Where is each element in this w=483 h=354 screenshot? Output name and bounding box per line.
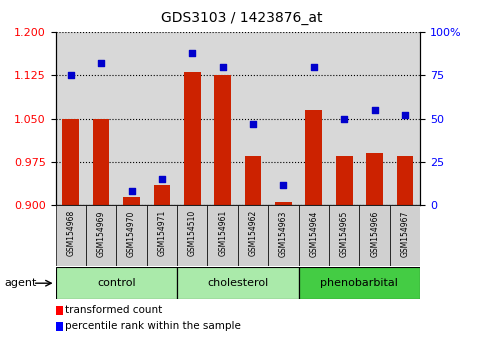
Text: GSM154971: GSM154971 xyxy=(157,210,167,256)
Text: GSM154969: GSM154969 xyxy=(97,210,106,257)
FancyBboxPatch shape xyxy=(177,205,208,266)
Point xyxy=(97,60,105,66)
Text: GSM154970: GSM154970 xyxy=(127,210,136,257)
Bar xyxy=(62,119,79,205)
Text: GSM154510: GSM154510 xyxy=(188,210,197,256)
FancyBboxPatch shape xyxy=(238,205,268,266)
FancyBboxPatch shape xyxy=(329,205,359,266)
Text: GSM154962: GSM154962 xyxy=(249,210,257,256)
Text: GSM154965: GSM154965 xyxy=(340,210,349,257)
Bar xyxy=(154,185,170,205)
Bar xyxy=(214,75,231,205)
Bar xyxy=(366,153,383,205)
Bar xyxy=(245,156,261,205)
Point xyxy=(280,182,287,187)
FancyBboxPatch shape xyxy=(359,205,390,266)
Point xyxy=(371,107,379,113)
Text: GSM154964: GSM154964 xyxy=(309,210,318,257)
Bar xyxy=(275,202,292,205)
Text: transformed count: transformed count xyxy=(65,305,162,315)
Text: percentile rank within the sample: percentile rank within the sample xyxy=(65,321,241,331)
Text: control: control xyxy=(97,278,136,288)
Point xyxy=(401,112,409,118)
FancyBboxPatch shape xyxy=(56,205,86,266)
Point xyxy=(188,50,196,56)
Bar xyxy=(397,156,413,205)
Text: GSM154967: GSM154967 xyxy=(400,210,410,257)
Point xyxy=(128,189,135,194)
Point xyxy=(249,121,257,127)
Point xyxy=(310,64,318,69)
Text: agent: agent xyxy=(5,278,37,288)
Text: GSM154961: GSM154961 xyxy=(218,210,227,256)
FancyBboxPatch shape xyxy=(86,205,116,266)
FancyBboxPatch shape xyxy=(116,205,147,266)
Point xyxy=(158,176,166,182)
FancyBboxPatch shape xyxy=(147,205,177,266)
FancyBboxPatch shape xyxy=(298,205,329,266)
Point xyxy=(219,64,227,69)
Text: phenobarbital: phenobarbital xyxy=(321,278,398,288)
Bar xyxy=(56,267,177,299)
Text: GSM154966: GSM154966 xyxy=(370,210,379,257)
FancyBboxPatch shape xyxy=(208,205,238,266)
Text: GSM154968: GSM154968 xyxy=(66,210,75,256)
Text: cholesterol: cholesterol xyxy=(207,278,269,288)
Text: GSM154963: GSM154963 xyxy=(279,210,288,257)
Point xyxy=(341,116,348,121)
FancyBboxPatch shape xyxy=(390,205,420,266)
Bar xyxy=(184,72,200,205)
Bar xyxy=(305,110,322,205)
Text: GDS3103 / 1423876_at: GDS3103 / 1423876_at xyxy=(161,11,322,25)
Bar xyxy=(123,196,140,205)
Bar xyxy=(93,119,110,205)
Point xyxy=(67,73,74,78)
Bar xyxy=(298,267,420,299)
Bar xyxy=(177,267,298,299)
FancyBboxPatch shape xyxy=(268,205,298,266)
Bar xyxy=(336,156,353,205)
